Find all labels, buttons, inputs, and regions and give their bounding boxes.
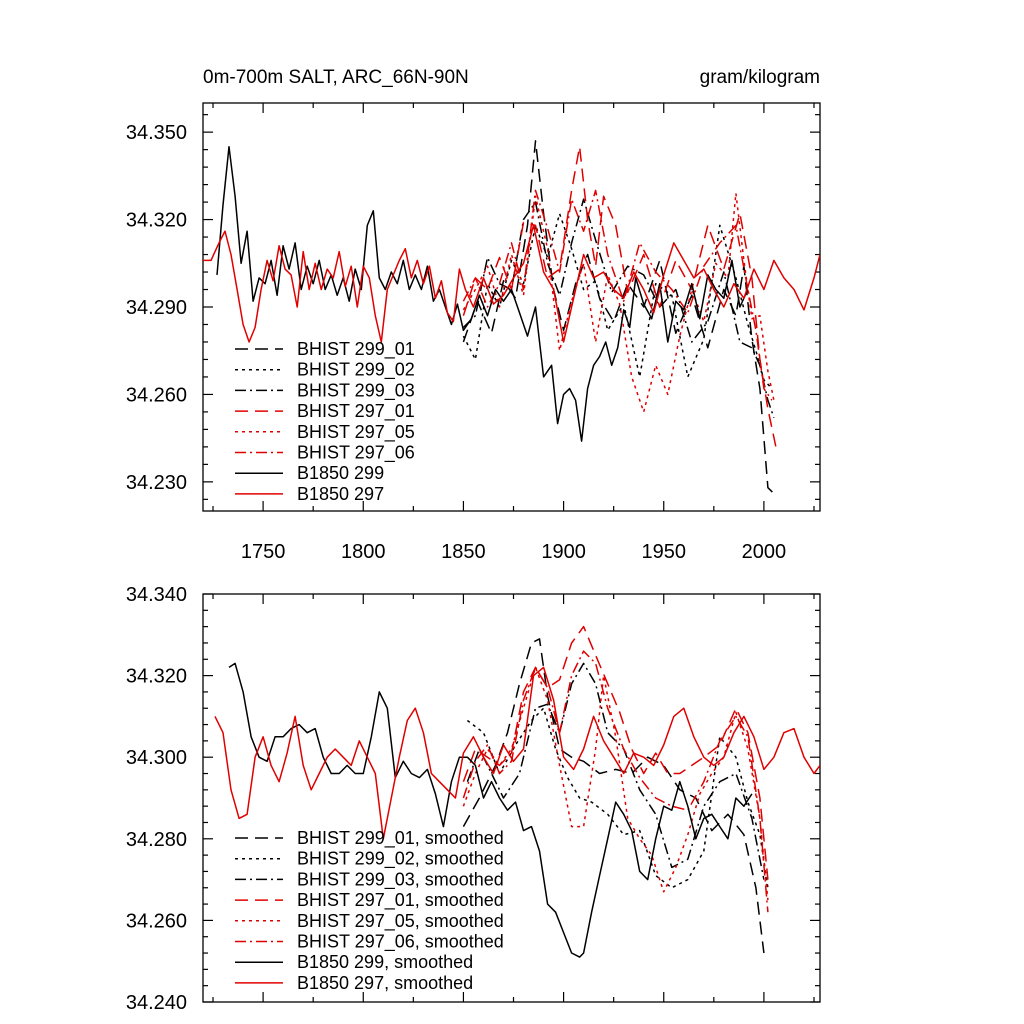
series-line-b1850-297 [203, 224, 820, 343]
x-tick-label: 1950 [641, 541, 686, 563]
y-tick-label: 34.320 [126, 210, 187, 232]
y-tick-label: 34.280 [126, 829, 187, 851]
y-tick-label: 34.260 [126, 384, 187, 406]
series-line-b1850-299-smoothed [228, 662, 753, 958]
legend-label: BHIST 297_06, smoothed [297, 932, 504, 953]
legend-label: BHIST 299_01 [297, 339, 415, 360]
series-line-b1850-299 [216, 145, 749, 442]
legend-label: BHIST 297_01 [297, 401, 415, 422]
series-line-bhist-299-01-smoothed [462, 638, 765, 954]
series-line-bhist-299-02 [462, 212, 773, 390]
series-line-bhist-297-01 [462, 145, 777, 448]
y-tick-label: 34.350 [126, 122, 187, 144]
legend-label: B1850 299, smoothed [297, 952, 473, 972]
series-line-b1850-297-smoothed [214, 666, 820, 840]
series-line-bhist-299-03-smoothed [466, 662, 765, 880]
series-line-bhist-299-01 [462, 140, 775, 495]
legend-label: BHIST 297_05 [297, 422, 415, 443]
series-line-bhist-297-05-smoothed [462, 666, 769, 901]
bottom-panel: 34.240 34.260 34.280 34.300 34.320 34.340 BHIS… [126, 584, 821, 1014]
series-group [203, 140, 820, 495]
y-tick-label: 34.340 [126, 584, 187, 606]
x-tick-label: 1800 [341, 541, 386, 563]
legend-label: BHIST 299_02, smoothed [297, 849, 504, 870]
series-group [214, 625, 820, 958]
plot-frame [202, 593, 821, 1003]
chart-units: gram/kilogram [700, 67, 820, 88]
legend-label: BHIST 297_01, smoothed [297, 890, 504, 911]
x-tick-label: 1850 [441, 541, 486, 563]
legend-label: B1850 297, smoothed [297, 973, 473, 993]
y-tick-label: 34.230 [126, 472, 187, 494]
legend-label: BHIST 299_02 [297, 360, 415, 381]
y-tick-label: 34.320 [126, 666, 187, 688]
legend-label: B1850 297 [297, 484, 384, 504]
y-tick-label: 34.260 [126, 910, 187, 932]
x-tick-label: 1900 [541, 541, 586, 563]
legend-label: BHIST 297_05, smoothed [297, 911, 504, 932]
legend-label: BHIST 299_01, smoothed [297, 828, 504, 849]
y-tick-label: 34.290 [126, 297, 187, 319]
y-tick-label: 34.300 [126, 747, 187, 769]
series-line-bhist-297-06-smoothed [462, 650, 769, 913]
y-tick-label: 34.240 [126, 992, 187, 1014]
series-line-bhist-297-06 [462, 189, 773, 401]
legend-label: BHIST 297_06 [297, 443, 415, 464]
legend-label: B1850 299 [297, 463, 384, 483]
series-line-bhist-297-05 [462, 192, 775, 413]
x-tick-label: 2000 [742, 541, 787, 563]
legend-label: BHIST 299_03, smoothed [297, 869, 504, 890]
top-panel: 34.230 34.260 34.290 34.320 34.350 1750 1800 18… [126, 102, 821, 563]
legend-label: BHIST 299_03 [297, 380, 415, 401]
chart-title: 0m-700m SALT, ARC_66N-90N [203, 67, 469, 88]
x-tick-label: 1750 [241, 541, 286, 563]
